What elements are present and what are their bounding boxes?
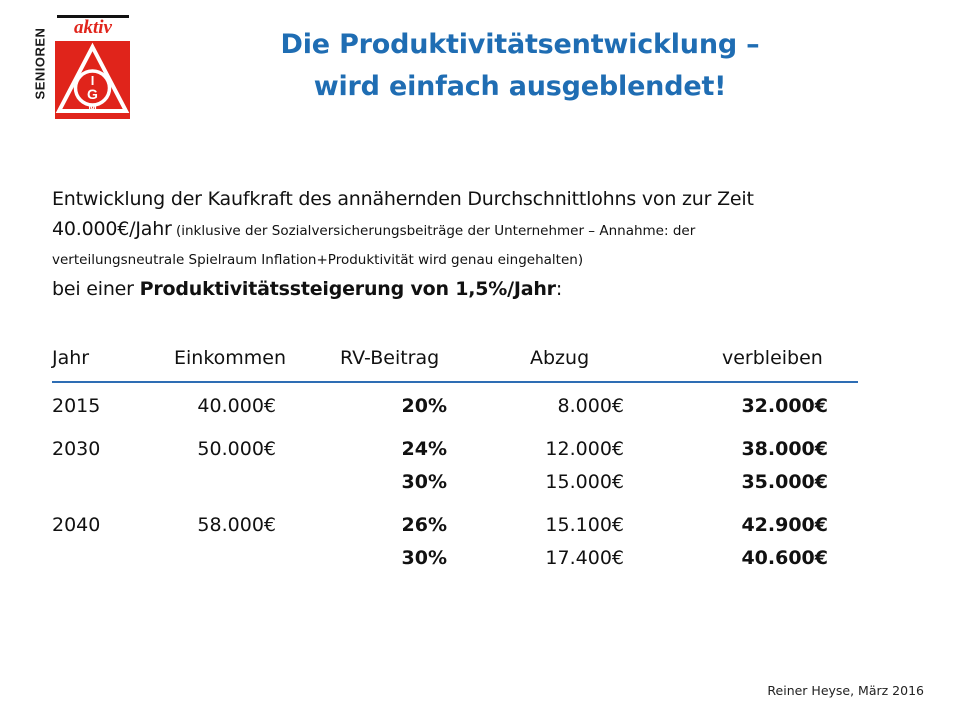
table-row: 2040 58.000€ 26% 15.100€ 42.900€: [52, 510, 862, 543]
header-deduction: Abzug: [530, 347, 590, 369]
cell-rate: 24%: [401, 438, 447, 460]
intro-line-2: 40.000€/Jahr (inklusive der Sozialversic…: [52, 214, 892, 246]
cell-income: 58.000€: [197, 514, 276, 536]
cell-deduction: 17.400€: [545, 547, 624, 569]
intro-salary: 40.000€/Jahr: [52, 218, 172, 240]
contribution-table: Jahr Einkommen RV-Beitrag Abzug verbleib…: [52, 343, 862, 569]
svg-text:G: G: [87, 86, 98, 102]
intro-note-part1: (inklusive der Sozialversicherungsbeiträ…: [171, 223, 696, 239]
svg-text:M: M: [88, 103, 96, 114]
cell-rate: 30%: [401, 547, 447, 569]
table-body: 2015 40.000€ 20% 8.000€ 32.000€ 2030 50.…: [52, 391, 862, 576]
header-income: Einkommen: [174, 347, 287, 369]
logo-aktiv-label: aktiv: [57, 15, 129, 40]
header-remaining: verbleiben: [722, 347, 823, 369]
intro-note-part2: verteilungsneutrale Spielraum Inflation+…: [52, 252, 584, 268]
header-rv-rate: RV-Beitrag: [340, 347, 440, 369]
author-credit: Reiner Heyse, März 2016: [767, 683, 924, 698]
slide-title-line1: Die Produktivitätsentwicklung –: [280, 29, 760, 60]
cell-income: 40.000€: [197, 395, 276, 417]
table-row: 2015 40.000€ 20% 8.000€ 32.000€: [52, 391, 862, 424]
intro-text: Entwicklung der Kaufkraft des annähernde…: [52, 184, 892, 304]
table-header-row: Jahr Einkommen RV-Beitrag Abzug verbleib…: [52, 343, 862, 379]
slide-title-line2: wird einfach ausgeblendet!: [313, 71, 727, 102]
productivity-growth-label: Produktivitätssteigerung von 1,5%/Jahr: [139, 278, 556, 300]
logo-senioren-label: SENIOREN: [32, 27, 48, 99]
table-row: 2030 50.000€ 24% 12.000€ 38.000€: [52, 434, 862, 467]
cell-remaining: 35.000€: [741, 471, 828, 493]
cell-rate: 26%: [401, 514, 447, 536]
cell-deduction: 12.000€: [545, 438, 624, 460]
cell-remaining: 42.900€: [741, 514, 828, 536]
cell-deduction: 8.000€: [557, 395, 624, 417]
ig-metall-senioren-logo: SENIOREN aktiv I G M: [30, 15, 130, 119]
cell-year: 2040: [52, 514, 101, 536]
intro-line4-pre: bei einer: [52, 278, 140, 300]
cell-rate: 20%: [401, 395, 447, 417]
header-year: Jahr: [52, 347, 90, 369]
cell-rate: 30%: [401, 471, 447, 493]
cell-deduction: 15.000€: [545, 471, 624, 493]
header-divider: [52, 381, 858, 383]
cell-year: 2030: [52, 438, 101, 460]
table-row: 30% 17.400€ 40.600€: [52, 543, 862, 576]
cell-year: 2015: [52, 395, 101, 417]
igm-emblem-icon: I G M: [55, 41, 130, 119]
intro-line-4: bei einer Produktivitätssteigerung von 1…: [52, 274, 892, 304]
cell-remaining: 32.000€: [741, 395, 828, 417]
cell-income: 50.000€: [197, 438, 276, 460]
logo-side-text: SENIOREN: [30, 15, 50, 111]
table-row: 30% 15.000€ 35.000€: [52, 467, 862, 500]
svg-text:I: I: [91, 73, 95, 88]
cell-remaining: 38.000€: [741, 438, 828, 460]
slide-title: Die Produktivitätsentwicklung – wird ein…: [150, 24, 890, 108]
intro-line4-post: :: [555, 278, 563, 300]
intro-line-1: Entwicklung der Kaufkraft des annähernde…: [52, 188, 754, 210]
cell-remaining: 40.600€: [741, 547, 828, 569]
cell-deduction: 15.100€: [545, 514, 624, 536]
